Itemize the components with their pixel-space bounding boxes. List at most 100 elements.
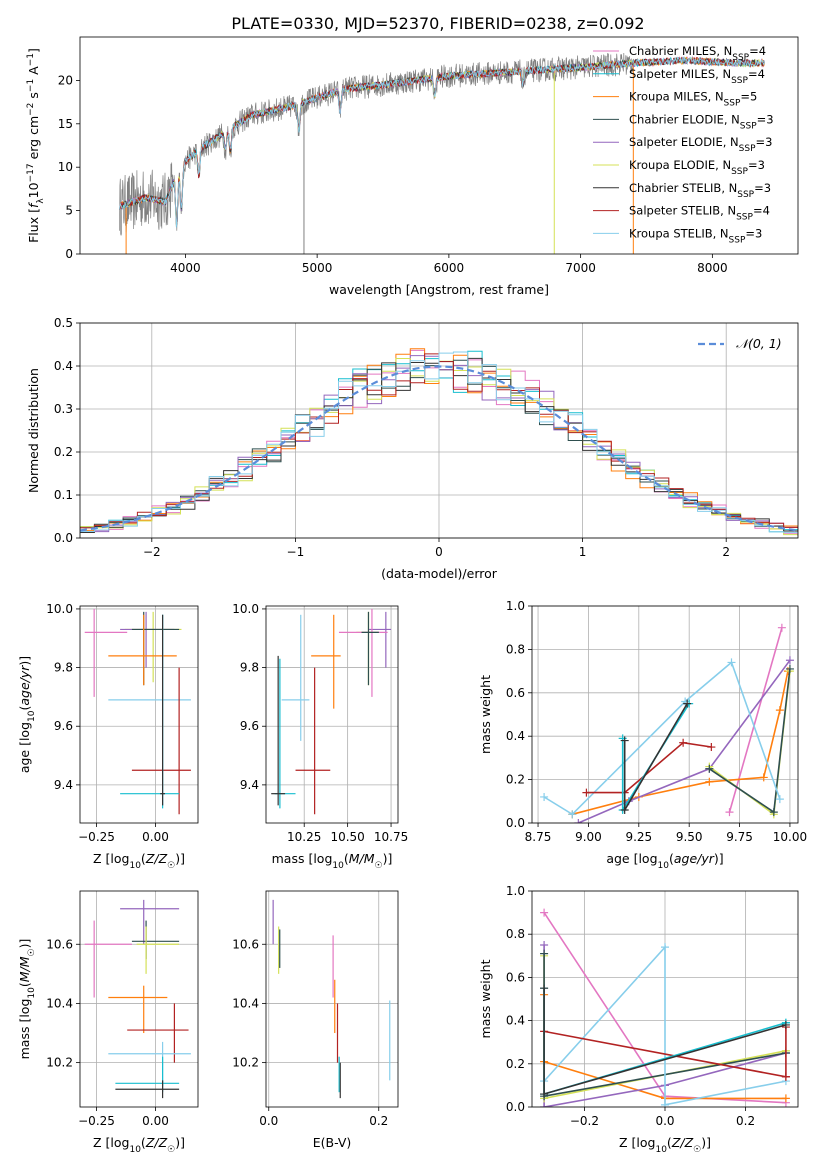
label-part: Z/Z (145, 851, 168, 866)
y-tick-label: 15 (58, 117, 73, 131)
label-part: SSP (736, 213, 753, 223)
label-part: −2 (26, 103, 36, 116)
label-part: Salpeter STELIB, N (629, 204, 736, 218)
label-part: −1 (26, 79, 36, 92)
label-part: age [log (606, 851, 657, 866)
spectrum-data-line (119, 52, 634, 236)
x-tick-label: 5000 (302, 261, 333, 275)
ebv-mass-panel: 0.0 0.2 10.2 10.4 10.6 E(B-V) (232, 890, 399, 1150)
x-axis-label: age [log10(age/yr)] (606, 851, 723, 871)
z-age-panel: −0.25 0.009.49.69.810.0Z [log10(Z/Z☉)]age… (17, 602, 199, 871)
legend-label: Chabrier MILES, NSSP=4 (629, 44, 766, 63)
y-axis-label: Flux [fλ10−17 erg cm−2 s−1 A−1] (26, 48, 46, 243)
label-part: )] (17, 656, 32, 666)
x-tick-label: 9.25 (625, 830, 652, 844)
legend-label: Chabrier STELIB, NSSP=3 (629, 181, 771, 200)
y-tick-label: 10.4 (232, 996, 259, 1010)
label-part: mass [log (17, 999, 32, 1060)
y-tick-label: 0 (65, 247, 73, 261)
label-part: ☉ (693, 1145, 701, 1155)
weight-marker (661, 1100, 669, 1107)
x-tick-label: 2 (722, 545, 730, 559)
label-part: E(B-V) (313, 1135, 352, 1150)
x-tick-label: −0.25 (78, 1114, 115, 1128)
label-part: Z [log (619, 1135, 655, 1150)
weight-marker (582, 788, 591, 797)
y-tick-label: 0.0 (506, 1100, 525, 1114)
label-part: age/yr (17, 665, 32, 706)
label-part: 10 (27, 987, 37, 999)
x-tick-label: 0.00 (142, 830, 169, 844)
weight-marker (727, 658, 736, 667)
label-part: Salpeter ELODIE, N (629, 135, 739, 149)
label-part: 10 (129, 861, 141, 871)
x-tick-label: 8.75 (525, 830, 552, 844)
x-tick-label: −2 (143, 545, 161, 559)
y-axis-label: mass weight (478, 675, 493, 754)
weight-marker (540, 941, 549, 949)
x-axis-label: E(B-V) (313, 1135, 352, 1150)
label-part: 10 (27, 710, 37, 722)
weight-line (572, 670, 789, 816)
label-part: f (26, 202, 41, 208)
y-tick-label: 9.6 (240, 719, 259, 733)
y-tick-label: 9.8 (240, 661, 259, 675)
label-part: Chabrier MILES, N (629, 44, 732, 58)
label-part: )] (175, 851, 185, 866)
y-tick-label: 10.0 (46, 602, 73, 616)
y-axis-label: Normed distribution (26, 368, 41, 493)
label-part: s (26, 92, 41, 103)
y-axis-label: mass weight (478, 959, 493, 1038)
y-tick-label: 10 (58, 160, 73, 174)
label-part: −17 (26, 163, 36, 182)
label-part: =4 (753, 204, 770, 218)
weight-line (543, 945, 787, 1106)
x-tick-label: 0 (435, 545, 443, 559)
weight-marker (540, 908, 549, 917)
weight-marker (705, 764, 714, 773)
label-part: Kroupa ELODIE, N (629, 158, 731, 172)
label-part: λ (36, 198, 46, 204)
x-tick-label: 10.00 (773, 830, 807, 844)
y-tick-label: 10.6 (46, 937, 73, 951)
label-part: ☉ (167, 1145, 175, 1155)
model-line (119, 56, 765, 228)
weight-line (586, 741, 712, 794)
label-part: M/M (349, 851, 375, 866)
x-tick-label: 0.00 (142, 1114, 169, 1128)
label-part: Chabrier ELODIE, N (629, 112, 740, 126)
model-line (119, 56, 765, 225)
label-part: ☉ (167, 861, 175, 871)
label-part: SSP (731, 76, 748, 86)
plot-area (540, 908, 790, 1107)
plot-area (80, 348, 798, 537)
weight-marker (775, 795, 784, 804)
label-part: SSP (729, 235, 746, 245)
label-part: =3 (754, 181, 771, 195)
y-tick-label: 1.0 (506, 884, 525, 898)
legend-label: Salpeter STELIB, NSSP=4 (629, 204, 770, 223)
plot-area (84, 899, 191, 1099)
label-part: ( (667, 1135, 672, 1150)
label-part: )] (383, 851, 393, 866)
label-part: ( (669, 851, 674, 866)
label-part: 10 (26, 182, 41, 198)
y-tick-label: 0.2 (54, 445, 73, 459)
weight-marker (568, 810, 577, 819)
weight-marker (661, 943, 669, 952)
label-part: Kroupa MILES, N (629, 90, 724, 104)
x-tick-label: 10.50 (330, 830, 364, 844)
label-part: SSP (740, 121, 757, 131)
label-part: =3 (748, 158, 765, 172)
y-tick-label: 0.8 (506, 927, 525, 941)
label-part: 10 (658, 861, 670, 871)
weight-marker (759, 773, 768, 782)
label-part: M/M (17, 956, 32, 982)
x-tick-label: 7000 (565, 261, 596, 275)
weight-line (728, 627, 783, 813)
weight-marker (683, 699, 692, 708)
label-part: SSP (732, 53, 749, 63)
y-tick-label: 0.6 (506, 686, 525, 700)
x-tick-label: 10.25 (287, 830, 321, 844)
legend-label: Kroupa MILES, NSSP=5 (629, 90, 757, 109)
